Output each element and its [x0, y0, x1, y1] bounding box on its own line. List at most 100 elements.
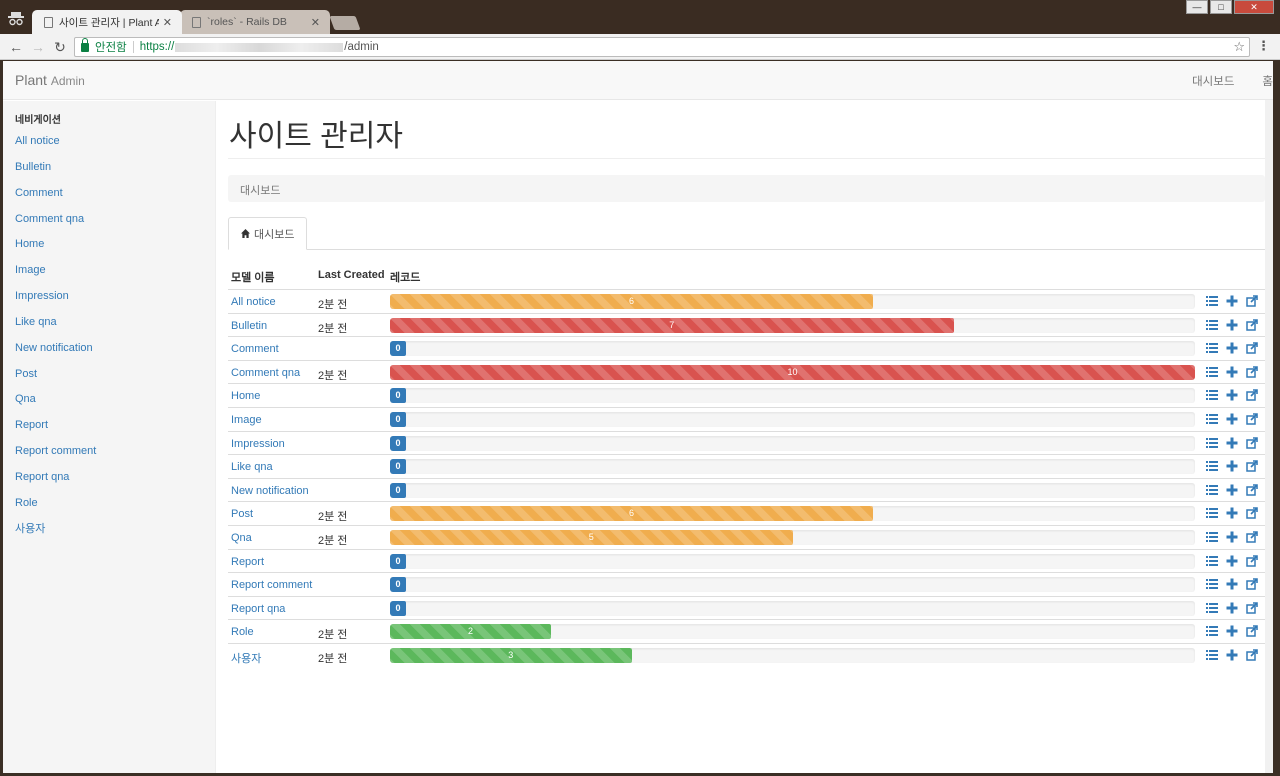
- sidebar-item[interactable]: Like qna: [15, 315, 57, 328]
- plus-icon[interactable]: [1226, 531, 1238, 543]
- plus-icon[interactable]: [1226, 319, 1238, 331]
- browser-tab-admin[interactable]: 사이트 관리자 | Plant Ad ✕: [32, 10, 182, 34]
- new-tab-button[interactable]: [329, 16, 361, 30]
- brand-link[interactable]: Plant Admin: [15, 72, 85, 88]
- sidebar-item[interactable]: New notification: [15, 341, 93, 354]
- model-link[interactable]: Report qna: [231, 602, 286, 615]
- export-icon[interactable]: [1246, 436, 1258, 449]
- sidebar-item[interactable]: Report: [15, 419, 49, 432]
- export-icon[interactable]: [1246, 578, 1258, 590]
- sidebar-item[interactable]: Bulletin: [15, 160, 52, 173]
- export-icon[interactable]: [1246, 649, 1258, 661]
- sidebar-item[interactable]: Comment: [15, 186, 63, 199]
- list-icon[interactable]: [1206, 295, 1218, 307]
- list-icon[interactable]: [1206, 531, 1218, 543]
- model-link[interactable]: Like qna: [231, 461, 273, 474]
- model-link[interactable]: New notification: [231, 484, 309, 497]
- export-icon[interactable]: [1246, 365, 1258, 378]
- list-icon[interactable]: [1206, 319, 1218, 331]
- list-icon[interactable]: [1206, 460, 1218, 472]
- sidebar-item[interactable]: Report qna: [15, 470, 70, 483]
- export-icon[interactable]: [1246, 342, 1258, 354]
- list-icon[interactable]: [1206, 437, 1218, 449]
- model-link[interactable]: Image: [231, 413, 262, 426]
- tab-close-icon[interactable]: ✕: [162, 16, 172, 29]
- sidebar-item[interactable]: 사용자: [15, 522, 46, 535]
- export-icon[interactable]: [1246, 460, 1258, 472]
- export-icon[interactable]: [1246, 625, 1258, 638]
- export-icon[interactable]: [1246, 601, 1258, 614]
- maximize-icon[interactable]: □: [1210, 0, 1232, 14]
- minimize-icon[interactable]: —: [1186, 0, 1208, 14]
- export-icon[interactable]: [1246, 531, 1258, 543]
- list-icon[interactable]: [1206, 366, 1218, 378]
- address-bar[interactable]: 안전함 https:// /admin ☆: [74, 37, 1250, 57]
- plus-icon[interactable]: [1226, 389, 1238, 401]
- export-icon[interactable]: [1246, 389, 1258, 402]
- list-icon[interactable]: [1206, 389, 1218, 401]
- plus-icon[interactable]: [1226, 602, 1238, 614]
- sidebar-item[interactable]: Image: [15, 264, 46, 277]
- plus-icon[interactable]: [1226, 625, 1238, 637]
- browser-menu-icon[interactable]: ⋮: [1257, 38, 1270, 53]
- model-link[interactable]: Impression: [231, 437, 285, 450]
- plus-icon[interactable]: [1226, 460, 1238, 472]
- plus-icon[interactable]: [1226, 366, 1238, 378]
- forward-icon[interactable]: →: [31, 39, 45, 55]
- plus-icon[interactable]: [1226, 649, 1238, 661]
- model-link[interactable]: Report: [231, 555, 265, 568]
- export-icon[interactable]: [1246, 318, 1258, 331]
- list-icon[interactable]: [1206, 413, 1218, 425]
- model-link[interactable]: All notice: [231, 296, 276, 308]
- export-icon[interactable]: [1246, 413, 1258, 425]
- model-link[interactable]: Report comment: [231, 579, 313, 592]
- page-scrollbar[interactable]: [1265, 100, 1273, 773]
- list-icon[interactable]: [1206, 484, 1218, 496]
- plus-icon[interactable]: [1226, 437, 1238, 449]
- sidebar-item[interactable]: Role: [15, 496, 38, 509]
- sidebar-item[interactable]: All notice: [15, 135, 60, 147]
- tab-close-icon[interactable]: ✕: [310, 16, 320, 29]
- list-icon[interactable]: [1206, 602, 1218, 614]
- plus-icon[interactable]: [1226, 342, 1238, 354]
- model-link[interactable]: Bulletin: [231, 319, 268, 332]
- export-icon[interactable]: [1246, 295, 1258, 307]
- model-link[interactable]: Comment: [231, 343, 279, 356]
- plus-icon[interactable]: [1226, 555, 1238, 567]
- list-icon[interactable]: [1206, 649, 1218, 661]
- nav-link-dashboard[interactable]: 대시보드: [1192, 76, 1235, 88]
- export-icon[interactable]: [1246, 554, 1258, 567]
- model-link[interactable]: Post: [231, 508, 254, 521]
- browser-tab-roles[interactable]: `roles` - Rails DB ✕: [180, 10, 330, 34]
- model-link[interactable]: Role: [231, 626, 254, 639]
- sidebar-item[interactable]: Qna: [15, 393, 36, 406]
- reload-icon[interactable]: ↻: [54, 39, 66, 55]
- record-bar: 0: [390, 388, 406, 404]
- sidebar-item[interactable]: Comment qna: [15, 212, 85, 225]
- model-link[interactable]: Home: [231, 390, 261, 403]
- sidebar-item[interactable]: Impression: [15, 290, 69, 303]
- sidebar-item[interactable]: Home: [15, 238, 45, 251]
- window-close-icon[interactable]: ✕: [1234, 0, 1274, 14]
- model-link[interactable]: Comment qna: [231, 366, 301, 379]
- nav-link-home[interactable]: 홈: [1262, 76, 1273, 88]
- plus-icon[interactable]: [1226, 578, 1238, 590]
- plus-icon[interactable]: [1226, 507, 1238, 519]
- list-icon[interactable]: [1206, 507, 1218, 519]
- sidebar-item[interactable]: Report comment: [15, 445, 97, 458]
- plus-icon[interactable]: [1226, 413, 1238, 425]
- list-icon[interactable]: [1206, 555, 1218, 567]
- plus-icon[interactable]: [1226, 295, 1238, 307]
- list-icon[interactable]: [1206, 625, 1218, 637]
- export-icon[interactable]: [1246, 483, 1258, 496]
- export-icon[interactable]: [1246, 507, 1258, 520]
- back-icon[interactable]: ←: [9, 39, 23, 55]
- model-link[interactable]: 사용자: [231, 652, 262, 665]
- plus-icon[interactable]: [1226, 484, 1238, 496]
- list-icon[interactable]: [1206, 342, 1218, 354]
- sidebar-item[interactable]: Post: [15, 367, 38, 380]
- list-icon[interactable]: [1206, 578, 1218, 590]
- tab-dashboard[interactable]: 대시보드: [228, 217, 308, 250]
- bookmark-star-icon[interactable]: ☆: [1233, 39, 1245, 54]
- model-link[interactable]: Qna: [231, 531, 252, 544]
